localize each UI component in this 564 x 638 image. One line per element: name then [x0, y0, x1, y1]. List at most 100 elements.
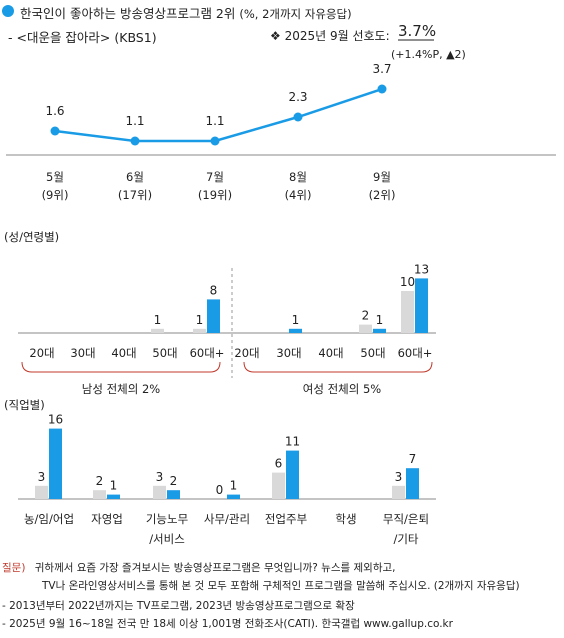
- trend-point: [50, 126, 60, 136]
- blue-bar: [227, 494, 240, 499]
- footnote-1: - 2013년부터 2022년까지는 TV프로그램, 2023년 방송영상프로그…: [2, 600, 355, 612]
- header-graphics: [2, 5, 434, 41]
- question-label: 질문): [2, 562, 26, 574]
- trend-value-label: 1.1: [125, 114, 144, 128]
- job-category-label: 무직/은퇴: [383, 512, 429, 526]
- blue-bar: [49, 428, 62, 499]
- job-category-label: 자영업: [91, 512, 123, 526]
- gray-bar-label: 3: [395, 470, 403, 484]
- blue-bar: [406, 468, 419, 499]
- job-category-label: 사무/관리: [204, 512, 250, 526]
- gray-bar-label: 0: [216, 483, 224, 497]
- blue-bar-label: 1: [230, 479, 238, 493]
- gray-bar-label: 1: [196, 313, 204, 327]
- monthly-trend-chart: 1.6 5월 (9위) 1.1 6월 (17위) 1.1 7월 (19위) 2.3 8월 (4위) 3.…: [6, 62, 556, 202]
- blue-bar: [207, 299, 220, 333]
- gray-bar: [272, 472, 285, 499]
- blue-bar-label: 2: [170, 474, 178, 488]
- blue-bar-label: 1: [292, 313, 300, 327]
- job-chart-title: (직업별): [4, 398, 45, 412]
- title-bullet-icon: [2, 5, 14, 17]
- blue-bar-label: 8: [210, 283, 218, 297]
- gray-bar: [401, 291, 414, 333]
- female-total-label: 여성 전체의 5%: [303, 382, 382, 396]
- gray-bar-label: 2: [96, 474, 104, 488]
- blue-bar: [167, 490, 180, 499]
- gray-bar: [359, 324, 372, 333]
- preference-change: (+1.4%P, ▲2): [391, 48, 466, 61]
- age-category-label: 20대: [234, 346, 259, 360]
- question-line: 질문) 귀하께서 요즘 가장 즐겨보시는 방송영상프로그램은 무엇입니까? 뉴스…: [2, 560, 395, 575]
- trend-value-label: 1.6: [45, 104, 64, 118]
- rank-label: (2위): [369, 188, 396, 202]
- footnote-2: - 2025년 9월 16~18일 전국 만 18세 이상 1,001명 전화조…: [2, 618, 453, 630]
- question-text: 귀하께서 요즘 가장 즐겨보시는 방송영상프로그램은 무엇입니까? 뉴스를 제외…: [34, 562, 396, 574]
- preference-label: ❖ 2025년 9월 선호도:: [270, 29, 390, 43]
- trend-point: [377, 84, 387, 94]
- blue-bar-label: 16: [48, 413, 63, 427]
- chart-title: 한국인이 좋아하는 방송영상프로그램 2위 (%, 2개까지 자유응답): [20, 6, 352, 21]
- month-label: 7월: [206, 170, 224, 184]
- job-category-label: 전업주부: [265, 512, 307, 526]
- trend-value-label: 1.1: [205, 114, 224, 128]
- gray-bar-label: 1: [154, 313, 162, 327]
- male-total-label: 남성 전체의 2%: [82, 382, 161, 396]
- job-category-label: 기능노무: [146, 512, 188, 526]
- age-category-label: 40대: [111, 346, 136, 360]
- blue-bar-label: 7: [409, 452, 417, 466]
- age-category-label: 40대: [318, 346, 343, 360]
- trend-point: [130, 136, 140, 146]
- gray-bar: [151, 328, 164, 333]
- rank-label: (9위): [42, 188, 69, 202]
- rank-label: (19위): [198, 188, 232, 202]
- trend-value-label: 3.7: [372, 62, 391, 76]
- trend-value-label: 2.3: [288, 90, 307, 104]
- month-label: 9월: [373, 170, 391, 184]
- age-category-label: 50대: [360, 346, 385, 360]
- blue-bar-label: 1: [376, 313, 384, 327]
- age-category-label: 20대: [29, 346, 54, 360]
- job-category-label: /서비스: [149, 532, 185, 546]
- blue-bar-label: 11: [285, 435, 300, 449]
- age-category-label: 30대: [276, 346, 301, 360]
- age-category-label: 50대: [152, 346, 177, 360]
- age-chart-title: (성/연령별): [4, 230, 59, 244]
- gray-bar: [193, 328, 206, 333]
- gray-bar-label: 3: [38, 470, 46, 484]
- female-bracket: [243, 361, 433, 373]
- gray-bar-label: 10: [400, 275, 415, 289]
- rank-label: (17위): [118, 188, 152, 202]
- male-bracket: [21, 361, 221, 373]
- age-category-label: 60대+: [398, 346, 433, 360]
- preference-value: 3.7%: [398, 22, 437, 40]
- blue-bar-label: 1: [110, 479, 118, 493]
- trend-point: [293, 112, 303, 122]
- job-category-label: /기타: [393, 532, 418, 546]
- rank-label: (4위): [285, 188, 312, 202]
- gray-bar: [392, 485, 405, 499]
- blue-bar: [286, 450, 299, 499]
- blue-bar: [373, 328, 386, 333]
- age-category-label: 30대: [70, 346, 95, 360]
- program-name: - <대운을 잡아라> (KBS1): [8, 30, 157, 45]
- job-category-label: 학생: [335, 512, 356, 526]
- blue-bar: [107, 494, 120, 499]
- age-category-label: 60대+: [190, 346, 225, 360]
- gray-bar-label: 6: [275, 457, 283, 471]
- month-label: 6월: [126, 170, 144, 184]
- blue-bar: [415, 278, 428, 333]
- question-text-2: TV나 온라인영상서비스를 통해 본 것 모두 포함해 구체적인 프로그램을 말…: [42, 580, 520, 592]
- gray-bar-label: 3: [156, 470, 164, 484]
- month-label: 5월: [46, 170, 64, 184]
- month-label: 8월: [289, 170, 307, 184]
- blue-bar: [289, 328, 302, 333]
- gray-bar: [93, 490, 106, 499]
- trend-point: [210, 136, 220, 146]
- job-category-label: 농/임/어업: [24, 512, 74, 526]
- gray-bar: [35, 485, 48, 499]
- blue-bar-label: 13: [414, 262, 429, 276]
- gray-bar: [153, 485, 166, 499]
- gray-bar-label: 2: [362, 309, 370, 323]
